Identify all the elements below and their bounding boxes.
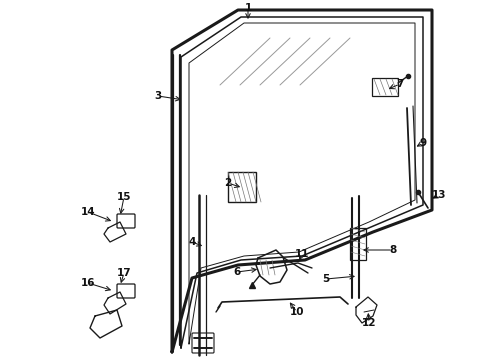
Text: 3: 3: [154, 91, 162, 101]
Text: 9: 9: [419, 138, 427, 148]
Text: 14: 14: [81, 207, 96, 217]
Text: 13: 13: [432, 190, 446, 200]
Text: 15: 15: [117, 192, 131, 202]
Text: 16: 16: [81, 278, 95, 288]
Text: 5: 5: [322, 274, 330, 284]
Text: 10: 10: [290, 307, 304, 317]
Text: 11: 11: [295, 249, 309, 259]
Text: 7: 7: [396, 79, 404, 89]
Text: 17: 17: [117, 268, 131, 278]
Text: 2: 2: [224, 178, 232, 188]
Text: 12: 12: [362, 318, 376, 328]
Text: 1: 1: [245, 3, 252, 13]
Text: 4: 4: [188, 237, 196, 247]
Text: 8: 8: [390, 245, 396, 255]
Bar: [228, 172, 256, 202]
Text: 6: 6: [233, 267, 241, 277]
Bar: [350, 228, 366, 260]
Bar: [372, 78, 398, 96]
